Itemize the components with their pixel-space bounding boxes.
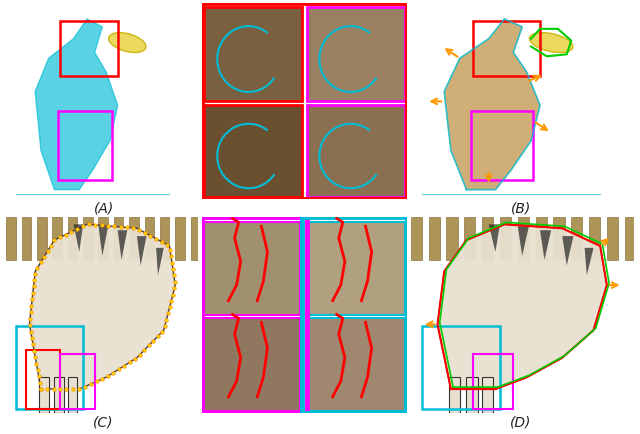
Bar bbox=[60, 22, 118, 77]
Polygon shape bbox=[438, 225, 607, 389]
Bar bbox=[471, 112, 533, 181]
Bar bbox=[60, 354, 95, 409]
Bar bbox=[26, 350, 60, 409]
Text: (A): (A) bbox=[93, 201, 114, 215]
Polygon shape bbox=[156, 248, 164, 276]
Text: (C): (C) bbox=[93, 414, 114, 428]
Bar bbox=[482, 378, 493, 413]
Polygon shape bbox=[518, 227, 529, 256]
Bar bbox=[572, 217, 582, 260]
Polygon shape bbox=[137, 237, 147, 266]
Bar bbox=[536, 217, 547, 260]
Bar bbox=[191, 217, 200, 260]
Bar bbox=[6, 217, 16, 260]
Bar bbox=[467, 378, 477, 413]
Bar bbox=[307, 8, 404, 102]
Bar bbox=[204, 106, 303, 198]
Bar bbox=[411, 217, 422, 260]
Bar bbox=[607, 217, 618, 260]
Ellipse shape bbox=[529, 33, 573, 53]
Bar bbox=[175, 217, 185, 260]
Bar bbox=[83, 217, 93, 260]
Ellipse shape bbox=[109, 33, 146, 53]
Bar bbox=[22, 217, 31, 260]
Bar bbox=[114, 217, 124, 260]
Bar bbox=[202, 217, 307, 413]
Bar bbox=[473, 22, 540, 77]
Bar bbox=[54, 378, 64, 413]
Text: (B): (B) bbox=[511, 201, 531, 215]
Polygon shape bbox=[540, 231, 551, 260]
Text: (D): (D) bbox=[510, 414, 531, 428]
Bar bbox=[473, 354, 513, 409]
Bar bbox=[518, 217, 529, 260]
Polygon shape bbox=[74, 225, 83, 252]
Bar bbox=[500, 217, 511, 260]
Bar bbox=[68, 217, 77, 260]
Bar bbox=[16, 326, 83, 409]
Bar bbox=[160, 217, 170, 260]
Bar bbox=[204, 319, 300, 411]
Polygon shape bbox=[35, 20, 118, 190]
Polygon shape bbox=[99, 227, 108, 256]
Bar bbox=[422, 326, 500, 409]
Polygon shape bbox=[118, 231, 127, 260]
Bar bbox=[554, 217, 564, 260]
Bar bbox=[429, 217, 440, 260]
Bar bbox=[99, 217, 108, 260]
Bar bbox=[625, 217, 636, 260]
Bar bbox=[39, 378, 49, 413]
Bar bbox=[464, 217, 476, 260]
Bar bbox=[589, 217, 600, 260]
Polygon shape bbox=[584, 248, 593, 276]
Bar bbox=[52, 217, 62, 260]
Bar bbox=[303, 217, 406, 413]
Polygon shape bbox=[444, 20, 540, 190]
Bar bbox=[58, 112, 112, 181]
Polygon shape bbox=[489, 225, 500, 252]
Bar bbox=[308, 223, 404, 315]
Bar bbox=[68, 378, 77, 413]
Bar bbox=[482, 217, 493, 260]
Bar bbox=[204, 8, 303, 102]
Bar bbox=[129, 217, 139, 260]
Bar bbox=[307, 106, 404, 198]
Bar bbox=[308, 319, 404, 411]
Bar bbox=[447, 217, 458, 260]
Bar bbox=[37, 217, 47, 260]
Bar bbox=[449, 378, 460, 413]
Bar bbox=[145, 217, 154, 260]
Polygon shape bbox=[29, 225, 175, 389]
Polygon shape bbox=[563, 237, 573, 266]
Bar bbox=[204, 223, 300, 315]
